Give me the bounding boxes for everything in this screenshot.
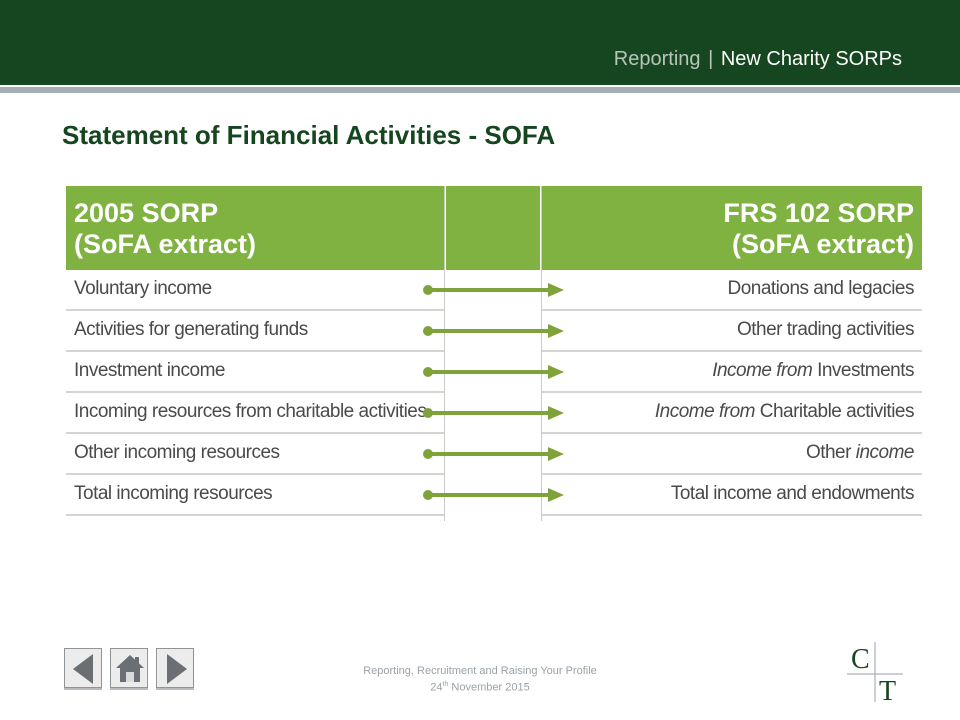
new-heading-part: Income from — [712, 360, 818, 381]
table-header-frs102-sorp: FRS 102 SORP (SoFA extract) — [542, 186, 922, 270]
row-divider — [66, 473, 444, 475]
new-heading: Other trading activities — [736, 319, 915, 341]
header-divider — [0, 87, 960, 93]
header-line: (SoFA extract) — [731, 229, 914, 259]
header-topic: New Charity SORPs — [720, 48, 902, 70]
new-heading: Income from Investments — [712, 360, 914, 382]
table-row: Other incoming resources Other income — [66, 434, 922, 475]
column-divider — [541, 186, 542, 521]
footer-date-suffix: th — [442, 681, 449, 688]
new-heading-part: Donations and legacies — [727, 278, 914, 299]
row-divider — [66, 514, 444, 516]
new-heading: Donations and legacies — [727, 278, 914, 300]
new-heading-part: Other trading activities — [736, 319, 915, 340]
previous-slide-button[interactable] — [64, 648, 102, 688]
table-row: Voluntary income Donations and legacies — [66, 270, 922, 311]
new-heading-part: Total income and endowments — [670, 483, 915, 504]
new-heading: Total income and endowments — [670, 483, 915, 505]
logo-letter: T — [879, 676, 896, 704]
mapping-arrow-icon — [423, 447, 564, 461]
mapping-arrow-icon — [423, 488, 564, 502]
header-title: Reporting | New Charity SORPs — [614, 48, 902, 71]
mapping-arrow-icon — [423, 324, 564, 338]
column-divider — [444, 186, 445, 521]
row-divider — [66, 432, 444, 434]
row-divider — [542, 309, 922, 311]
old-heading: Activities for generating funds — [74, 319, 308, 340]
old-heading: Voluntary income — [74, 278, 212, 299]
row-divider — [542, 350, 922, 352]
new-heading: Income from Charitable activities — [654, 401, 915, 423]
header-line: 2005 SORP — [74, 198, 219, 228]
mapping-arrow-icon — [423, 365, 564, 379]
header-separator: | — [708, 48, 714, 70]
company-logo: C T — [847, 642, 903, 704]
table-header-middle — [446, 186, 540, 270]
new-heading-part: Investments — [817, 360, 914, 381]
row-divider — [542, 514, 922, 516]
table-row: Activities for generating funds Other tr… — [66, 311, 922, 352]
footer-date-rest: November 2015 — [448, 681, 530, 694]
table-row: Incoming resources from charitable activ… — [66, 393, 922, 434]
next-slide-button[interactable] — [156, 648, 194, 688]
new-heading-part: Income from — [654, 401, 760, 422]
new-heading-part: Other — [805, 442, 856, 463]
next-icon — [167, 654, 187, 684]
table-row: Total incoming resources Total income an… — [66, 475, 922, 516]
row-divider — [66, 350, 444, 352]
logo-letter: C — [851, 644, 870, 675]
row-divider — [542, 473, 922, 475]
table-header-2005-sorp: 2005 SORP (SoFA extract) — [66, 186, 444, 270]
old-heading: Other incoming resources — [74, 442, 280, 463]
sofa-comparison-table: 2005 SORP (SoFA extract) FRS 102 SORP (S… — [66, 186, 922, 521]
row-divider — [542, 391, 922, 393]
footer-date-day: 24 — [430, 681, 443, 694]
footer-text: Reporting, Recruitment and Raising Your … — [330, 665, 630, 695]
row-divider — [66, 309, 444, 311]
page-title: Statement of Financial Activities - SOFA — [62, 120, 556, 150]
header-line: (SoFA extract) — [74, 229, 257, 259]
row-divider — [542, 432, 922, 434]
header-section: Reporting — [613, 48, 701, 70]
old-heading: Incoming resources from charitable activ… — [74, 401, 427, 422]
footer-event-title: Reporting, Recruitment and Raising Your … — [363, 665, 597, 677]
row-divider — [66, 391, 444, 393]
home-slide-button[interactable] — [110, 648, 148, 688]
new-heading: Other income — [805, 442, 915, 464]
old-heading: Total incoming resources — [74, 483, 273, 504]
new-heading-part: income — [855, 442, 915, 463]
old-heading: Investment income — [74, 360, 225, 381]
mapping-arrow-icon — [423, 283, 564, 297]
table-row: Investment income Income from Investment… — [66, 352, 922, 393]
home-icon — [116, 655, 144, 682]
footer-date: 24th November 2015 — [330, 678, 630, 695]
new-heading-part: Charitable activities — [759, 401, 915, 422]
mapping-arrow-icon — [423, 406, 564, 420]
previous-icon — [73, 654, 93, 684]
header-band — [0, 0, 960, 85]
header-line: FRS 102 SORP — [723, 198, 914, 228]
